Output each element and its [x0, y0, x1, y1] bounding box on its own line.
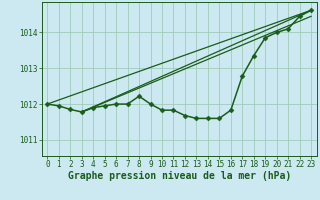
X-axis label: Graphe pression niveau de la mer (hPa): Graphe pression niveau de la mer (hPa) [68, 171, 291, 181]
